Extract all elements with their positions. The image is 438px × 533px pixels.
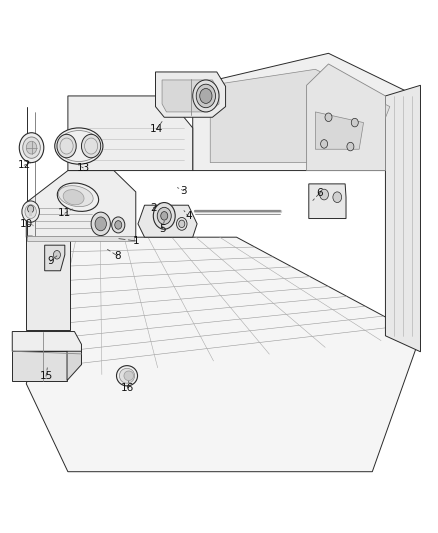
Polygon shape — [45, 245, 65, 271]
Polygon shape — [315, 112, 364, 149]
Circle shape — [320, 189, 328, 200]
Polygon shape — [385, 85, 420, 352]
Polygon shape — [68, 96, 193, 171]
Text: 5: 5 — [159, 224, 166, 234]
Polygon shape — [29, 209, 32, 216]
Text: 4: 4 — [185, 212, 192, 221]
Circle shape — [325, 113, 332, 122]
Circle shape — [25, 205, 36, 219]
Polygon shape — [138, 205, 197, 237]
Polygon shape — [26, 237, 70, 330]
Circle shape — [193, 80, 219, 112]
Circle shape — [91, 212, 110, 236]
Circle shape — [179, 220, 185, 228]
Text: 3: 3 — [180, 186, 187, 196]
Circle shape — [351, 118, 358, 127]
Circle shape — [177, 217, 187, 230]
Circle shape — [157, 207, 171, 224]
Polygon shape — [27, 236, 134, 241]
Text: 13: 13 — [77, 163, 90, 173]
Text: 1: 1 — [132, 236, 139, 246]
Ellipse shape — [57, 183, 99, 212]
Polygon shape — [26, 237, 420, 472]
Circle shape — [321, 140, 328, 148]
Polygon shape — [67, 351, 81, 381]
Circle shape — [19, 133, 44, 163]
Circle shape — [200, 88, 212, 103]
Ellipse shape — [63, 190, 84, 205]
Polygon shape — [12, 332, 81, 365]
Polygon shape — [155, 72, 226, 117]
Ellipse shape — [117, 366, 138, 386]
Circle shape — [28, 205, 34, 213]
Text: 6: 6 — [316, 188, 323, 198]
Polygon shape — [12, 351, 67, 381]
Text: 8: 8 — [114, 251, 121, 261]
Circle shape — [23, 137, 40, 158]
Polygon shape — [26, 171, 136, 237]
Circle shape — [53, 251, 60, 259]
Ellipse shape — [58, 185, 93, 207]
Circle shape — [153, 203, 175, 229]
Circle shape — [95, 217, 106, 231]
Text: 14: 14 — [150, 124, 163, 134]
Circle shape — [115, 221, 122, 229]
Text: 15: 15 — [39, 372, 53, 381]
Text: 9: 9 — [47, 256, 54, 266]
Ellipse shape — [55, 128, 103, 164]
Circle shape — [196, 84, 215, 108]
Text: 11: 11 — [58, 208, 71, 218]
Circle shape — [22, 201, 39, 222]
Circle shape — [161, 212, 168, 220]
Circle shape — [347, 142, 354, 151]
Text: 16: 16 — [121, 383, 134, 393]
Text: 12: 12 — [18, 160, 31, 170]
Polygon shape — [162, 80, 219, 112]
Ellipse shape — [124, 371, 134, 381]
Polygon shape — [309, 184, 346, 219]
Ellipse shape — [119, 368, 135, 383]
Circle shape — [81, 134, 101, 158]
Circle shape — [57, 134, 76, 158]
Circle shape — [26, 141, 37, 154]
Polygon shape — [193, 53, 416, 171]
Circle shape — [112, 217, 125, 233]
Text: 10: 10 — [20, 219, 33, 229]
Polygon shape — [307, 64, 385, 171]
Circle shape — [333, 192, 342, 203]
Polygon shape — [210, 69, 390, 163]
Text: 2: 2 — [150, 203, 157, 213]
